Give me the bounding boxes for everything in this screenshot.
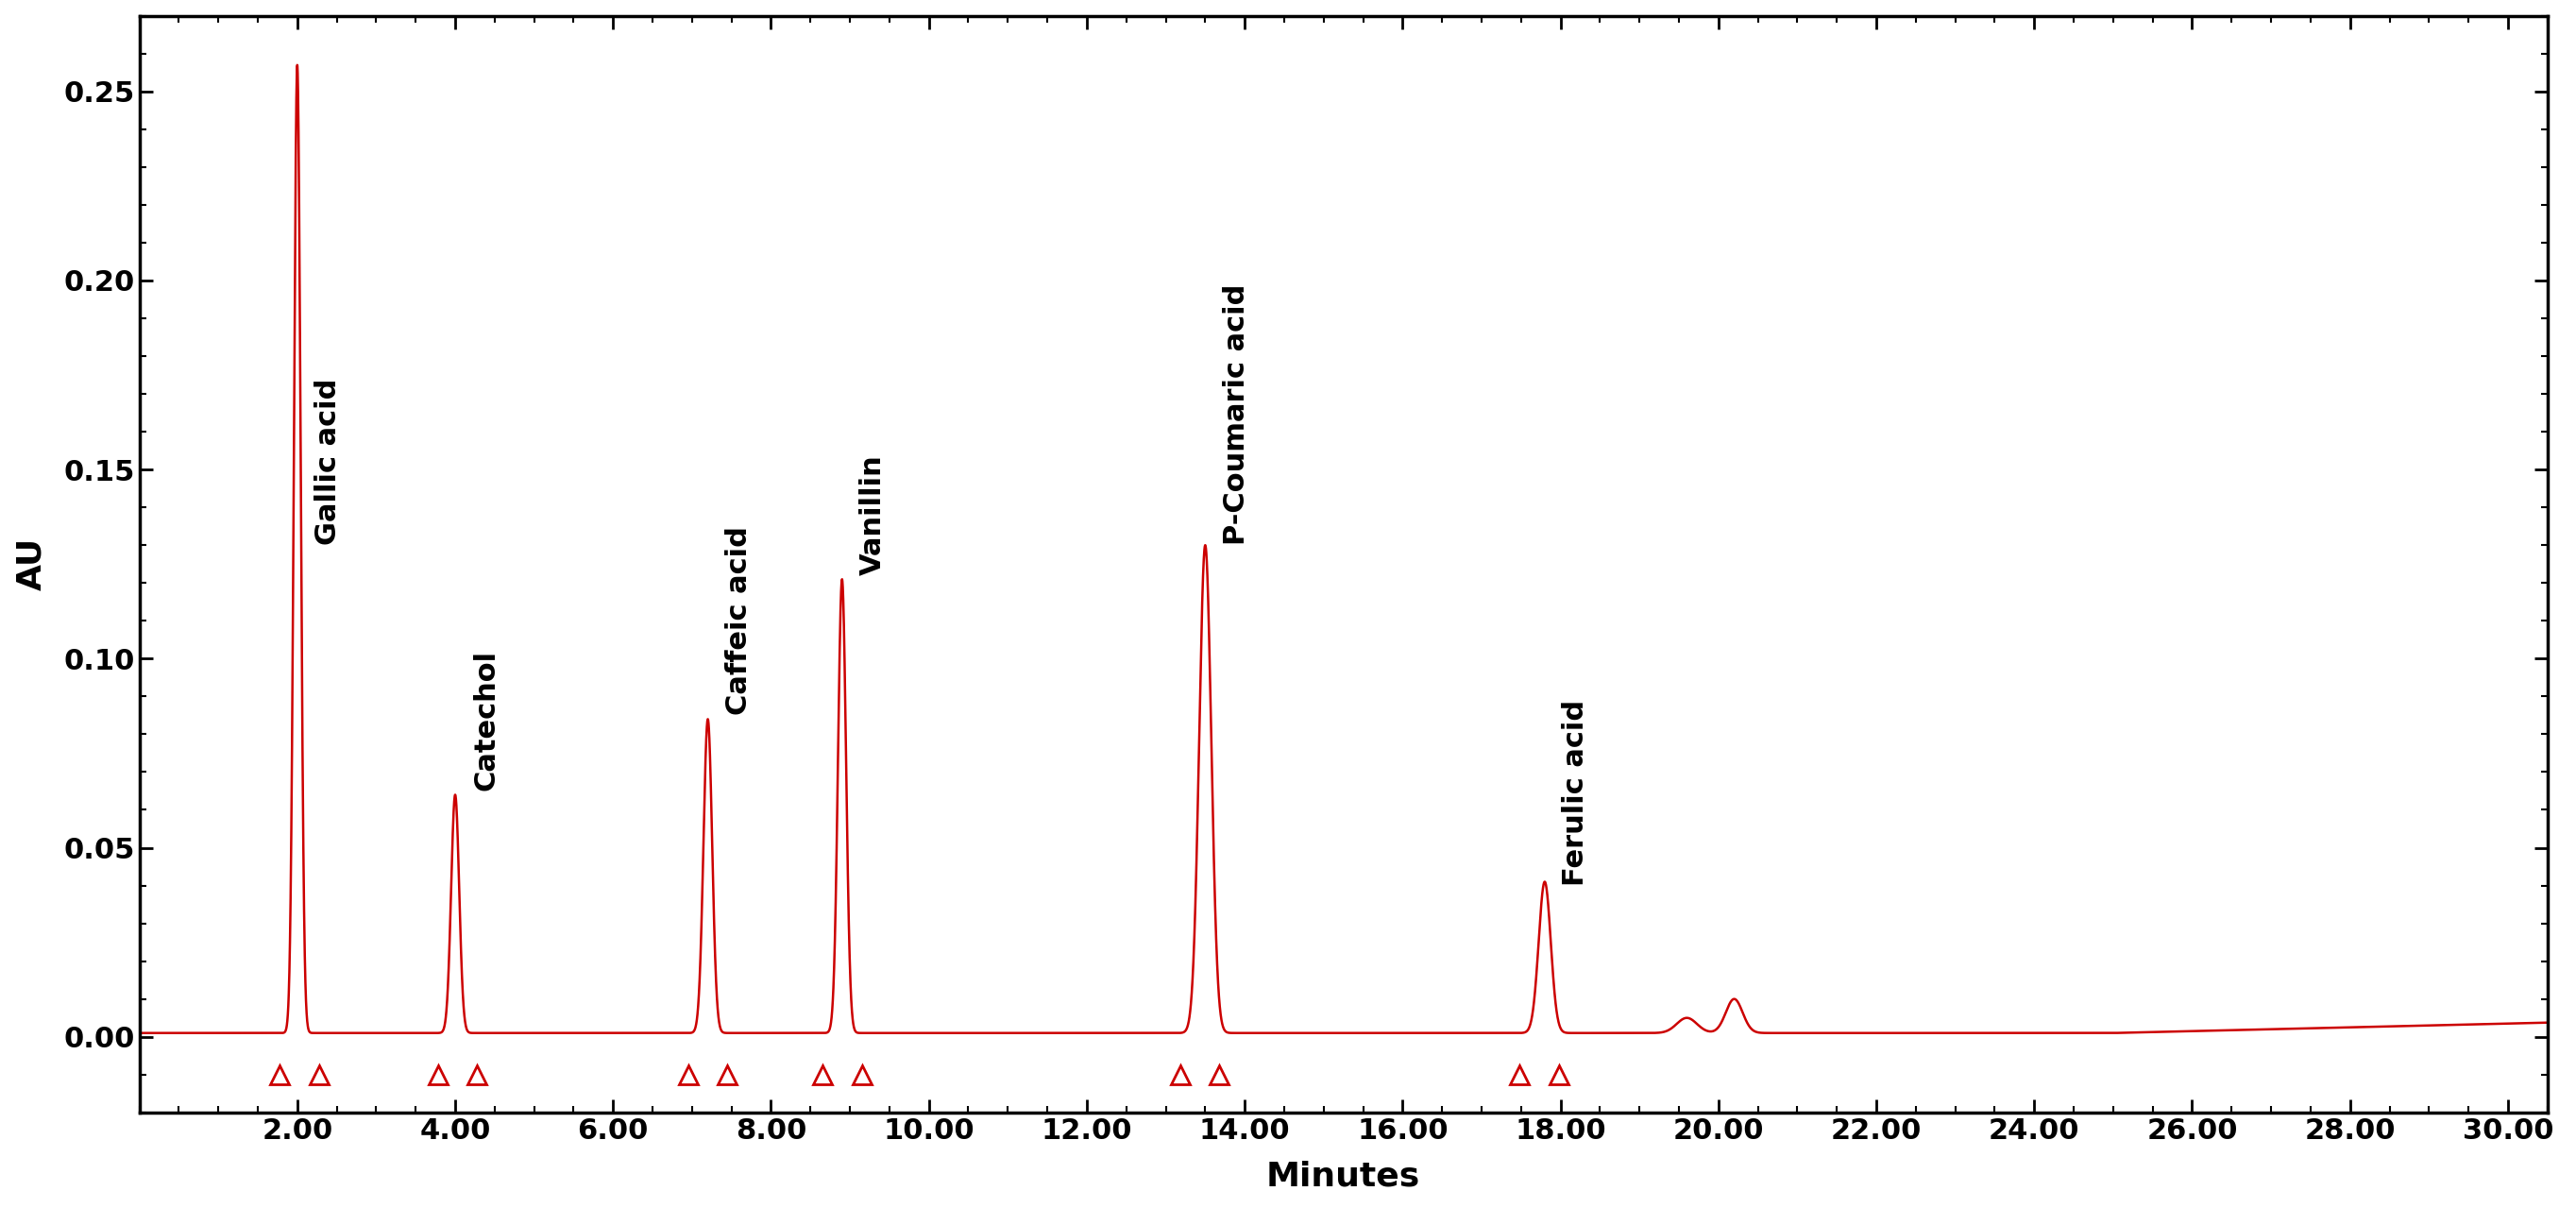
Y-axis label: AU: AU — [15, 538, 49, 591]
Text: Gallic acid: Gallic acid — [314, 378, 343, 545]
Text: P-Coumaric acid: P-Coumaric acid — [1224, 284, 1249, 545]
Text: Vanillin: Vanillin — [860, 454, 886, 575]
X-axis label: Minutes: Minutes — [1267, 1160, 1419, 1192]
Text: Caffeic acid: Caffeic acid — [726, 527, 752, 715]
Text: Ferulic acid: Ferulic acid — [1561, 699, 1589, 885]
Text: Catechol: Catechol — [471, 650, 500, 791]
